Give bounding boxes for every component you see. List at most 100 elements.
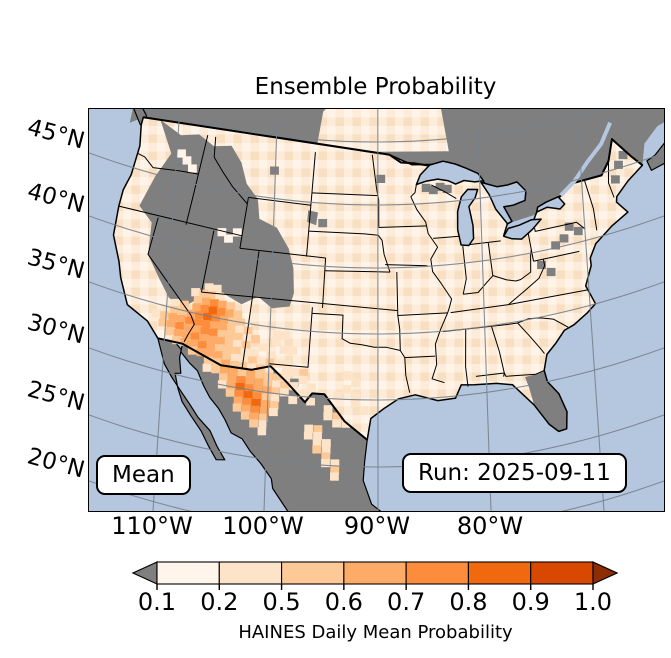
probability-cell	[227, 374, 237, 383]
masked-cell	[376, 174, 386, 183]
state-border	[241, 300, 253, 369]
probability-cell	[192, 325, 201, 334]
probability-cell	[218, 300, 227, 309]
colorbar-over-arrow	[592, 561, 619, 585]
colorbar-tick-label: 0.5	[262, 588, 301, 616]
graticule-meridian	[476, 109, 492, 511]
state-border	[534, 221, 586, 232]
probability-cell	[200, 327, 210, 336]
colorbar-segment	[343, 561, 407, 585]
probability-cell	[207, 291, 217, 300]
probability-cell	[263, 379, 272, 388]
probability-cell	[173, 329, 183, 338]
probability-cell	[244, 384, 254, 393]
probability-cell	[271, 380, 281, 389]
probability-cell	[242, 397, 252, 407]
statistic-badge: Mean	[96, 455, 191, 495]
probability-cell	[252, 392, 262, 401]
probability-cell	[186, 309, 196, 318]
colorbar-tick-label: 0.8	[449, 588, 488, 616]
probability-cell	[197, 341, 207, 350]
probability-cell	[187, 346, 197, 355]
masked-cell	[318, 219, 328, 228]
probability-cell	[330, 466, 340, 475]
masked-cell	[620, 139, 630, 148]
probability-cell	[204, 283, 214, 292]
probability-cell	[259, 406, 269, 416]
probability-cell	[249, 349, 258, 358]
probability-cell	[231, 353, 240, 363]
probability-cell	[165, 327, 174, 336]
colorbar-segment	[281, 561, 345, 585]
title-line-1: Ensemble Probability	[254, 74, 497, 100]
probability-cell	[180, 300, 189, 309]
probability-cell	[210, 299, 219, 308]
probability-cell	[253, 385, 263, 394]
probability-cell	[215, 292, 225, 301]
great-lake	[456, 188, 479, 247]
probability-cell	[232, 403, 242, 412]
probability-cell	[333, 391, 343, 400]
state-border	[465, 240, 501, 246]
probability-cell	[219, 373, 228, 382]
probability-cell	[240, 411, 250, 420]
state-border	[137, 152, 199, 175]
state-border	[583, 179, 598, 231]
probability-cell	[258, 420, 268, 429]
state-border	[213, 136, 248, 205]
masked-region	[525, 370, 567, 432]
probability-cell	[178, 307, 188, 317]
us-mexico-border	[157, 337, 368, 441]
probability-cell	[259, 413, 268, 422]
run-date-label: Run: 2025-09-11	[418, 460, 611, 486]
baja-california	[157, 337, 226, 461]
probability-cell	[249, 419, 258, 428]
state-border	[433, 235, 460, 239]
lat-tick-label: 35°N	[24, 244, 88, 285]
probability-cell	[225, 331, 235, 340]
probability-cell	[323, 405, 333, 414]
probability-cell	[183, 323, 193, 332]
probability-cell	[272, 330, 282, 339]
probability-cell	[321, 459, 330, 468]
probability-cell	[248, 356, 257, 365]
state-border	[248, 196, 311, 206]
probability-cell	[236, 376, 246, 385]
probability-cell	[222, 352, 232, 361]
state-border	[397, 312, 448, 316]
masked-cell	[546, 267, 556, 277]
probability-cell	[235, 383, 245, 392]
probability-cell	[288, 346, 298, 355]
probability-cell	[220, 366, 229, 375]
state-border	[201, 291, 398, 312]
graticule-parallel	[89, 480, 664, 511]
colorbar-segment	[467, 561, 532, 585]
probability-cell	[321, 445, 331, 454]
state-border	[404, 355, 436, 359]
probability-cell	[271, 387, 280, 396]
masked-cell	[611, 175, 620, 184]
lat-tick-label: 20°N	[24, 443, 88, 484]
probability-cell	[185, 316, 194, 325]
probability-cell	[247, 363, 257, 372]
probability-cell	[195, 311, 204, 320]
probability-cell	[313, 431, 322, 441]
probability-cell	[297, 389, 307, 398]
graticule-parallel	[145, 109, 608, 143]
state-border	[608, 161, 615, 198]
probability-cell	[312, 445, 322, 454]
probability-cell	[172, 336, 181, 345]
probability-cell	[211, 314, 221, 323]
probability-cell	[213, 351, 223, 360]
probability-cell	[281, 331, 291, 340]
probability-cell	[201, 320, 211, 329]
probability-cell	[232, 346, 241, 356]
low-prob-cell	[224, 234, 233, 243]
probability-cell	[225, 388, 235, 397]
state-border	[312, 312, 401, 351]
probability-cell	[288, 395, 298, 405]
lat-tick-label: 45°N	[24, 114, 88, 155]
probability-cell	[274, 359, 283, 368]
great-lake	[480, 181, 527, 225]
probability-cell	[304, 424, 314, 433]
